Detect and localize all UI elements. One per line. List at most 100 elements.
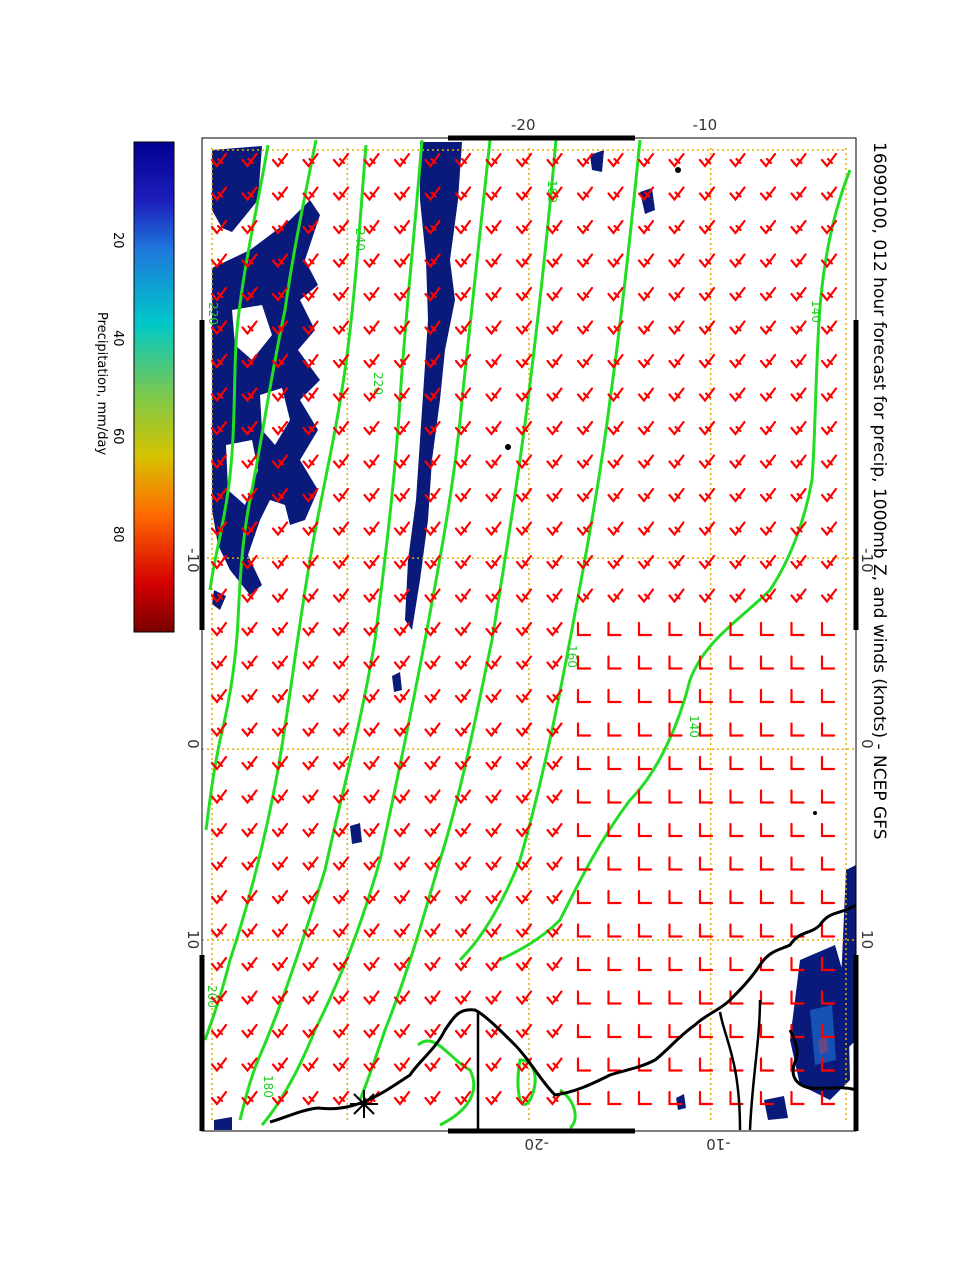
wind-barb [820, 688, 836, 704]
wind-barb [698, 889, 714, 905]
wind-barb [729, 487, 746, 503]
wind-barb [424, 1023, 441, 1039]
wind-barb [515, 320, 533, 336]
coastline-africa [788, 1029, 857, 1092]
wind-barb [424, 923, 441, 939]
wind-barb [729, 320, 746, 336]
wind-barb [820, 889, 836, 905]
colorbar-label: Precipitation, mm/day [94, 312, 109, 455]
wind-barb [454, 755, 472, 771]
wind-barb [546, 320, 563, 336]
wind-barb [759, 320, 777, 336]
contour-label: 240 [353, 228, 367, 251]
wind-barb [302, 253, 319, 269]
wind-barb [729, 253, 746, 269]
wind-barb [393, 822, 411, 838]
wind-barb [790, 588, 807, 604]
wind-barb [271, 822, 289, 838]
wind-barb [332, 186, 350, 202]
wind-barb [302, 152, 319, 168]
longitude-tick-label: 10 [858, 930, 876, 949]
wind-barb [515, 387, 533, 403]
wind-barb [363, 956, 380, 972]
wind-barb [820, 253, 838, 269]
wind-barb [302, 521, 319, 537]
wind-barb [698, 1090, 714, 1106]
wind-barb [515, 554, 533, 570]
wind-barb [637, 923, 653, 938]
wind-barb [363, 286, 380, 302]
wind-barb [332, 1090, 350, 1106]
wind-barb [332, 889, 350, 905]
location-marker [350, 1090, 378, 1118]
wind-barb [790, 487, 807, 503]
wind-barb [607, 554, 624, 570]
wind-barb [271, 1090, 289, 1106]
wind-barb [454, 789, 472, 805]
wind-barb [515, 688, 533, 704]
wind-barb [454, 889, 472, 905]
wind-barb [607, 956, 622, 972]
wind-barb [637, 454, 655, 470]
wind-barb [546, 521, 563, 537]
wind-barb [393, 219, 411, 235]
wind-barb [393, 923, 411, 939]
wind-barb [393, 554, 411, 570]
wind-barb [668, 219, 685, 235]
contour-line [499, 169, 852, 962]
wind-barb [424, 387, 441, 403]
wind-barb [485, 822, 502, 838]
wind-barb [393, 588, 411, 604]
wind-barb [790, 454, 807, 470]
precip-area [405, 142, 462, 630]
wind-barb [302, 856, 319, 872]
wind-barb [332, 487, 350, 503]
wind-barb [698, 856, 714, 871]
wind-barb [729, 822, 744, 838]
wind-barb [485, 1090, 502, 1106]
height-contours [203, 139, 852, 1130]
wind-barb [576, 755, 592, 771]
wind-barb [820, 1090, 836, 1106]
wind-barb [637, 152, 655, 168]
precip-area [764, 1096, 788, 1120]
wind-barb [576, 588, 594, 604]
wind-barb [363, 454, 380, 470]
wind-barb [393, 487, 411, 503]
contour-line [417, 1039, 476, 1127]
wind-barb [393, 655, 411, 671]
wind-barb [790, 1023, 805, 1039]
wind-barb [332, 655, 350, 671]
wind-barb [363, 186, 380, 202]
wind-barb [271, 521, 289, 537]
wind-barb [363, 755, 380, 771]
wind-barb [759, 554, 777, 570]
wind-barb [576, 655, 592, 670]
wind-barb [729, 353, 746, 369]
island [505, 444, 511, 450]
wind-barb [424, 487, 441, 503]
wind-barb [637, 755, 653, 771]
wind-barb [546, 554, 563, 570]
wind-barb [576, 253, 594, 269]
wind-barb [668, 588, 685, 604]
wind-barb [393, 454, 411, 470]
wind-barb [668, 655, 683, 670]
wind-barb [515, 956, 533, 972]
wind-barb [607, 889, 622, 905]
wind-barb [668, 722, 683, 737]
wind-barb [363, 621, 380, 637]
wind-barb [241, 253, 258, 269]
wind-barb [210, 353, 228, 369]
contour-line [238, 139, 424, 1121]
wind-barb [302, 487, 319, 503]
wind-barb [698, 688, 714, 704]
wind-barb [729, 990, 744, 1005]
wind-barb [607, 722, 622, 737]
wind-barb [637, 387, 655, 403]
wind-barb [332, 420, 350, 436]
wind-barb [393, 856, 411, 872]
wind-barb [210, 856, 228, 872]
wind-barb [729, 286, 746, 302]
wind-barb [790, 722, 805, 737]
